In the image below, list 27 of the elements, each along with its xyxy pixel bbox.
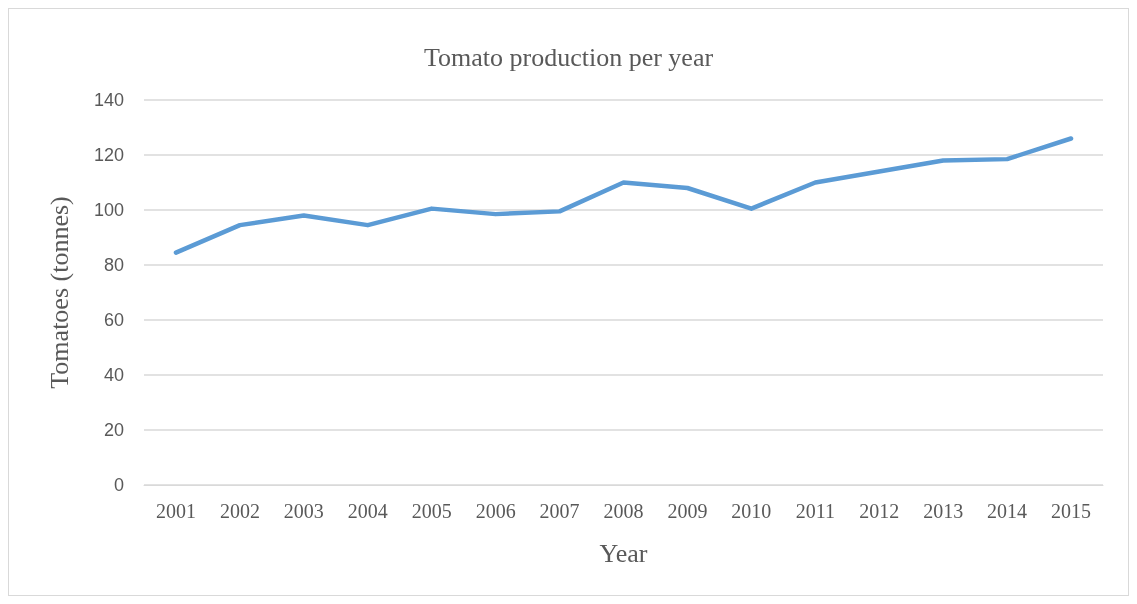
x-tick-label: 2003 <box>283 500 324 522</box>
y-tick-label: 40 <box>103 365 124 385</box>
x-axis-title: Year <box>599 538 648 568</box>
x-tick-label: 2004 <box>347 500 388 522</box>
y-tick-label: 120 <box>93 145 124 165</box>
y-tick-label: 140 <box>93 90 124 110</box>
line-series <box>173 136 1074 255</box>
x-tick-label: 2012 <box>859 500 900 522</box>
x-tick-label: 2005 <box>411 500 452 522</box>
x-tick-label: 2002 <box>219 500 260 522</box>
x-tick-label: 2015 <box>1051 500 1092 522</box>
x-tick-label: 2001 <box>155 500 196 522</box>
y-tick-label: 0 <box>113 475 124 495</box>
y-tick-label: 20 <box>103 420 124 440</box>
y-tick-label: 60 <box>103 310 124 330</box>
x-tick-label: 2006 <box>475 500 516 522</box>
chart-title: Tomato production per year <box>423 42 714 72</box>
x-tick-label: 2009 <box>667 500 708 522</box>
x-tick-label: 2010 <box>731 500 772 522</box>
y-tick-label: 80 <box>103 255 124 275</box>
x-tick-label: 2008 <box>603 500 644 522</box>
x-tick-label: 2013 <box>923 500 964 522</box>
x-tick-label: 2011 <box>795 500 835 522</box>
x-tick-label: 2007 <box>539 500 580 522</box>
y-tick-label: 100 <box>93 200 124 220</box>
y-axis-title: Tomatoes (tonnes) <box>44 196 74 389</box>
x-tick-label: 2014 <box>987 500 1028 522</box>
